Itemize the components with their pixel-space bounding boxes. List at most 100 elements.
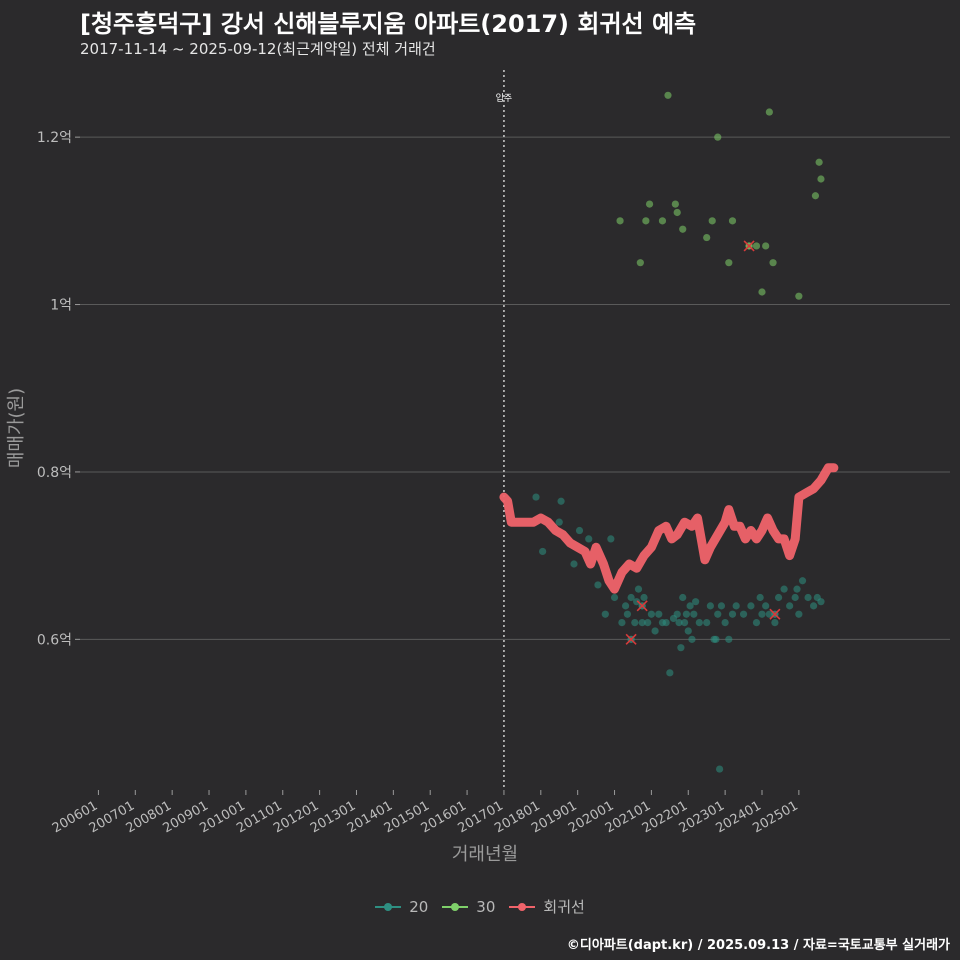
point-20 xyxy=(712,635,720,643)
legend-label-20: 20 xyxy=(409,897,429,916)
point-30 xyxy=(762,242,770,250)
point-20 xyxy=(680,619,689,627)
point-20 xyxy=(717,602,726,610)
legend-item-regression[interactable]: 회귀선 xyxy=(509,896,585,917)
legend-key-regression xyxy=(509,901,536,913)
point-20 xyxy=(675,619,683,627)
point-20 xyxy=(610,593,619,602)
point-20 xyxy=(651,627,659,635)
highlight-cross xyxy=(769,608,781,620)
point-20 xyxy=(756,593,764,602)
point-20 xyxy=(684,627,692,635)
point-20 xyxy=(594,581,602,589)
point-20 xyxy=(817,598,825,606)
point-20 xyxy=(686,602,694,610)
highlight-cross xyxy=(625,633,637,645)
point-20 xyxy=(721,619,729,627)
point-20 xyxy=(633,598,641,606)
legend-key-30 xyxy=(442,901,469,913)
point-20 xyxy=(679,593,687,602)
y-tick-label: 0.6억 xyxy=(37,632,72,648)
point-20 xyxy=(532,493,540,501)
point-20 xyxy=(786,602,794,610)
point-30 xyxy=(752,242,761,250)
point-20 xyxy=(627,593,635,602)
point-30 xyxy=(815,158,823,166)
point-20 xyxy=(771,619,779,627)
point-20 xyxy=(688,635,696,643)
point-20 xyxy=(607,535,615,543)
point-20 xyxy=(621,602,630,610)
point-20 xyxy=(655,610,663,618)
point-20 xyxy=(682,610,691,618)
regression-line xyxy=(499,463,839,594)
point-20 xyxy=(791,593,799,602)
point-20 xyxy=(732,602,740,610)
point-20 xyxy=(774,593,783,602)
point-20 xyxy=(601,610,609,618)
point-20 xyxy=(795,610,803,618)
y-axis-title: 매매가(원) xyxy=(6,388,27,468)
point-30 xyxy=(679,225,687,233)
point-20 xyxy=(585,535,593,543)
legend-item-20[interactable]: 20 xyxy=(375,898,428,916)
point-20 xyxy=(706,602,714,610)
point-30 xyxy=(725,259,733,267)
move-in-label: 입주 xyxy=(496,92,513,104)
point-20 xyxy=(666,669,674,677)
point-30 xyxy=(795,292,803,300)
point-20 xyxy=(762,602,770,610)
y-tick-label: 1억 xyxy=(50,298,72,314)
point-30 xyxy=(671,200,679,208)
legend-item-30[interactable]: 30 xyxy=(442,898,495,916)
chart-subtitle: 2017-11-14 ~ 2025-09-12(최근계약일) 전체 거래건 xyxy=(80,40,436,58)
point-30 xyxy=(645,200,654,208)
point-30 xyxy=(765,108,773,116)
point-20 xyxy=(739,610,748,618)
point-20 xyxy=(810,602,818,610)
point-20 xyxy=(647,610,655,618)
point-30 xyxy=(811,192,820,200)
point-20 xyxy=(715,765,724,773)
point-20 xyxy=(804,593,812,602)
y-tick-label: 0.8억 xyxy=(37,465,72,481)
point-20 xyxy=(662,619,670,627)
point-20 xyxy=(570,560,578,568)
point-20 xyxy=(714,610,722,618)
point-20 xyxy=(695,619,703,627)
point-30 xyxy=(673,208,681,217)
point-20 xyxy=(798,577,807,585)
point-30 xyxy=(636,259,644,267)
legend-label-regression: 회귀선 xyxy=(543,898,585,916)
point-30 xyxy=(708,217,716,225)
point-20 xyxy=(557,497,565,505)
highlight-cross xyxy=(636,600,648,612)
point-20 xyxy=(634,585,643,593)
point-20 xyxy=(631,619,639,627)
point-20 xyxy=(780,585,788,593)
point-20 xyxy=(644,619,652,627)
point-30 xyxy=(728,217,737,225)
point-20 xyxy=(747,602,755,610)
point-20 xyxy=(618,619,626,627)
point-20 xyxy=(575,526,584,535)
point-20 xyxy=(690,610,698,618)
chart-title: [청주흥덕구] 강서 신해블루지움 아파트(2017) 회귀선 예측 xyxy=(80,10,697,38)
point-30 xyxy=(664,91,672,99)
point-20 xyxy=(758,610,766,618)
legend-label-30: 30 xyxy=(476,897,496,916)
x-axis-title: 거래년월 xyxy=(452,844,518,865)
point-30 xyxy=(769,259,777,267)
point-20 xyxy=(555,518,563,526)
point-20 xyxy=(673,610,681,618)
point-20 xyxy=(640,593,648,602)
point-20 xyxy=(765,610,773,618)
point-20 xyxy=(677,644,685,652)
point-20 xyxy=(725,635,733,643)
point-20 xyxy=(703,619,711,627)
point-20 xyxy=(623,610,632,618)
point-30 xyxy=(642,217,650,225)
point-20 xyxy=(752,619,761,627)
point-30 xyxy=(817,175,825,183)
